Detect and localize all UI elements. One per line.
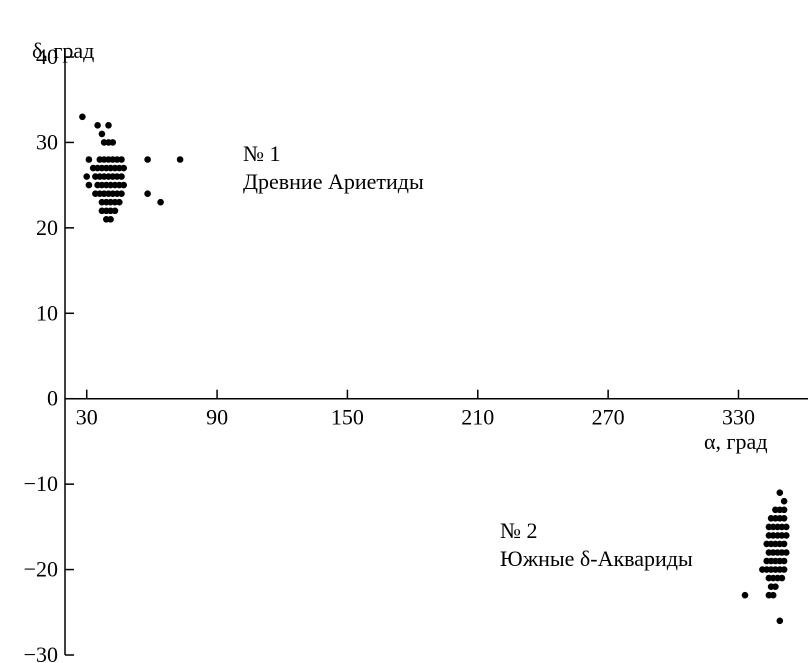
data-point-series-1 xyxy=(79,113,86,121)
stream-1-number: № 1 xyxy=(243,141,281,166)
data-point-series-1 xyxy=(176,156,184,163)
data-points xyxy=(79,113,790,625)
data-point-series-1 xyxy=(118,190,125,197)
data-point-series-1 xyxy=(118,156,125,163)
data-point-series-2 xyxy=(772,583,779,590)
y-ticks: 40 30 20 10 0 −10 −20 −30 xyxy=(24,44,74,663)
data-point-series-1 xyxy=(109,139,117,146)
data-point-series-1 xyxy=(111,207,119,215)
data-point-series-2 xyxy=(780,497,788,505)
data-point-series-2 xyxy=(783,532,790,539)
x-tick-label: 330 xyxy=(722,405,755,430)
data-point-series-2 xyxy=(783,523,790,531)
data-point-series-2 xyxy=(769,591,777,599)
x-tick-label: 270 xyxy=(592,405,625,430)
y-tick-label: 30 xyxy=(36,129,58,154)
data-point-series-2 xyxy=(780,506,788,514)
data-point-series-1 xyxy=(98,130,106,138)
stream-1-name: Древние Ариетиды xyxy=(243,169,424,194)
data-point-series-2 xyxy=(780,557,788,565)
data-point-series-1 xyxy=(83,173,90,180)
stream-annotation-2: № 2 Южные δ-Аквариды xyxy=(500,518,693,571)
data-point-series-1 xyxy=(118,173,125,180)
y-tick-label: −20 xyxy=(24,557,58,582)
axes xyxy=(64,57,808,655)
data-point-series-1 xyxy=(120,164,127,172)
data-point-series-1 xyxy=(85,156,93,163)
data-point-series-1 xyxy=(105,122,112,129)
data-point-series-1 xyxy=(85,181,93,189)
stream-2-name: Южные δ-Аквариды xyxy=(500,546,693,571)
data-point-series-1 xyxy=(157,198,164,206)
y-tick-label: 10 xyxy=(36,300,58,325)
x-axis-label: α, град xyxy=(704,429,768,454)
y-axis-label: δ, град xyxy=(32,38,94,63)
y-tick-label: 20 xyxy=(36,215,58,240)
data-point-series-2 xyxy=(778,574,786,582)
data-point-series-1 xyxy=(144,190,151,197)
stream-2-number: № 2 xyxy=(500,518,538,543)
data-point-series-2 xyxy=(780,515,788,522)
data-point-series-1 xyxy=(107,216,114,223)
y-tick-label: −10 xyxy=(24,471,58,496)
data-point-series-1 xyxy=(94,122,101,129)
x-tick-label: 150 xyxy=(331,405,364,430)
data-point-series-1 xyxy=(144,156,151,163)
x-ticks: 30 90 150 210 270 330 xyxy=(76,389,755,430)
data-point-series-2 xyxy=(776,489,784,497)
data-point-series-2 xyxy=(780,566,788,573)
x-tick-label: 210 xyxy=(461,405,494,430)
data-point-series-2 xyxy=(780,540,788,548)
data-point-series-2 xyxy=(776,617,784,625)
y-tick-label: 40 xyxy=(36,44,58,69)
x-tick-label: 30 xyxy=(76,405,98,430)
data-point-series-2 xyxy=(741,591,749,599)
data-point-series-1 xyxy=(116,198,123,206)
data-point-series-2 xyxy=(783,549,790,556)
x-tick-label: 90 xyxy=(206,405,228,430)
data-point-series-1 xyxy=(120,181,127,189)
y-tick-label: −30 xyxy=(24,642,58,663)
y-tick-label: 0 xyxy=(47,386,58,411)
stream-annotation-1: № 1 Древние Ариетиды xyxy=(243,141,424,194)
